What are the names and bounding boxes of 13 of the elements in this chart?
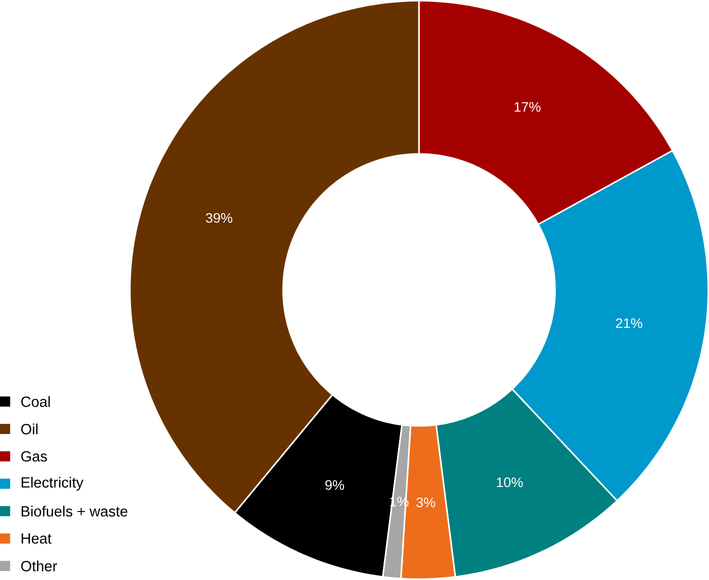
legend-label: Other <box>21 560 58 572</box>
data-label: 9% <box>325 480 344 490</box>
data-label: 39% <box>206 213 232 223</box>
data-label: 21% <box>616 318 642 328</box>
legend-label: Heat <box>22 533 52 544</box>
legend-label: Coal <box>21 396 50 408</box>
data-label: 10% <box>496 477 523 488</box>
legend-label: Biofuels + waste <box>22 506 128 517</box>
data-label: 17% <box>514 102 540 112</box>
legend-label: Oil <box>21 424 38 434</box>
legend-label: Electricity <box>22 476 84 491</box>
data-label: 3% <box>416 498 436 508</box>
legend-label: Gas <box>21 451 47 462</box>
